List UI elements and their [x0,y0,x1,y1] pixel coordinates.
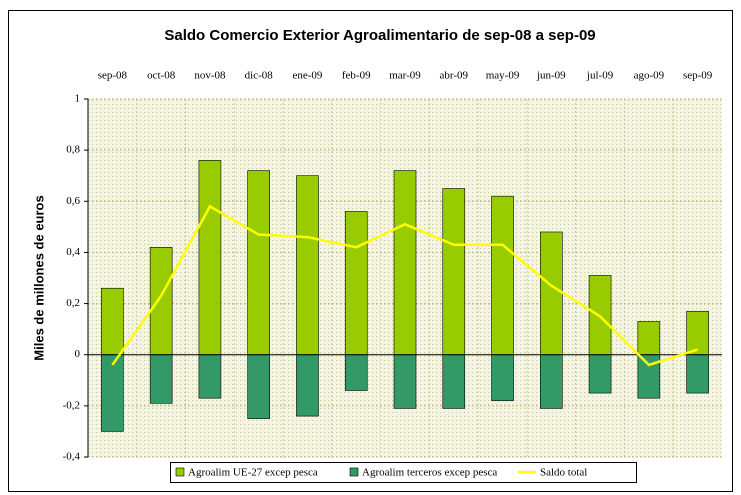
bar [540,231,563,356]
y-tick-label: 0 [75,348,81,360]
x-tick-label: oct-08 [147,70,176,82]
legend-label: Agroalim UE-27 excep pesca [188,467,318,479]
legend-frame [170,462,637,483]
y-tick-label: -0,2 [63,399,80,411]
y-tick-label: 0,8 [66,144,80,156]
y-tick-label: 0,4 [66,246,80,258]
bar [442,188,466,356]
legend-swatch [175,467,185,477]
bar [588,354,612,394]
x-tick-label: mar-09 [389,70,421,82]
x-tick-label: jun-09 [536,70,566,82]
x-tick-label: jul-09 [586,70,614,82]
bar [149,247,173,356]
y-tick-label: 0,2 [66,297,80,309]
x-tick-label: dic-08 [245,70,274,82]
bar [344,354,368,391]
x-tick-label: abr-09 [440,70,469,82]
x-tick-label: sep-08 [98,70,128,82]
legend-swatch [349,467,359,477]
bar [442,354,466,409]
bar [686,354,709,394]
bar [637,321,661,356]
x-tick-label: may-09 [486,70,520,82]
x-tick-label: ene-09 [292,70,322,82]
legend-label: Saldo total [540,467,587,479]
bar [344,211,368,356]
bar [491,195,514,356]
bar [247,354,270,419]
x-tick-label: sep-09 [683,70,713,82]
bar [686,310,709,356]
bar [491,354,514,402]
line [111,204,698,367]
bar [393,354,417,409]
chart-title: Saldo Comercio Exterior Agroalimentario … [164,27,595,44]
bar [101,287,124,356]
bar [198,354,222,399]
bar [101,354,124,432]
y-axis-label: Miles de millones de euros [31,195,46,360]
bar [247,170,270,356]
x-tick-label: ago-09 [634,70,665,82]
bar [149,354,173,404]
bar [540,354,563,409]
bar [296,175,319,356]
y-tick-label: 1 [75,93,81,105]
legend [170,462,637,483]
bar [393,170,417,356]
x-tick-label: feb-09 [342,70,371,82]
bar [296,354,319,417]
y-tick-label: 0,6 [66,195,80,207]
bar [198,160,222,356]
legend-label: Agroalim terceros excep pesca [362,467,497,479]
y-tick-label: -0,4 [63,451,81,463]
x-tick-label: nov-08 [194,70,226,82]
